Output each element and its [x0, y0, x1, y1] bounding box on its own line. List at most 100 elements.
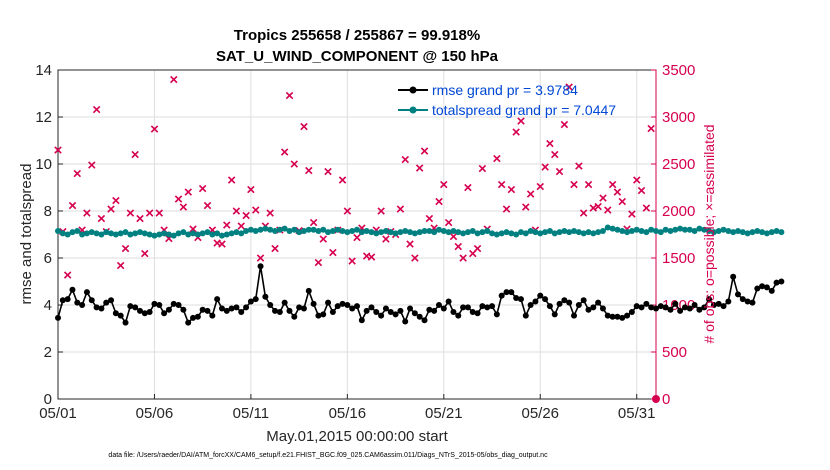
x-tick-label: 05/26 — [521, 405, 559, 422]
rmse-point — [315, 312, 322, 319]
obs-assimilated-marker: × — [237, 218, 246, 235]
totalspread-point — [691, 227, 698, 234]
obs-assimilated-marker: × — [63, 267, 72, 284]
obs-assimilated-marker: × — [425, 211, 434, 228]
y2-tick-label: 0 — [662, 391, 670, 408]
obs-assimilated-marker: × — [68, 197, 77, 214]
obs-assimilated-marker: × — [420, 143, 429, 160]
obs-assimilated-marker: × — [565, 79, 574, 96]
totalspread-point — [175, 230, 182, 237]
rmse-point — [431, 307, 438, 314]
rmse-point — [469, 309, 476, 316]
totalspread-point — [517, 229, 524, 236]
obs-assimilated-marker: × — [555, 164, 564, 181]
obs-assimilated-marker: × — [174, 191, 183, 208]
rmse-point — [209, 312, 216, 319]
rmse-point — [653, 305, 659, 312]
totalspread-point — [214, 230, 221, 237]
rmse-point — [498, 292, 505, 299]
obs-assimilated-marker: × — [637, 182, 646, 199]
totalspread-point — [339, 227, 346, 234]
totalspread-point — [759, 229, 766, 236]
obs-assimilated-marker: × — [454, 239, 463, 256]
totalspread-point — [204, 229, 211, 236]
rmse-point — [474, 310, 481, 317]
rmse-point — [228, 305, 235, 312]
rmse-point — [93, 304, 100, 311]
totalspread-point — [199, 230, 206, 237]
totalspread-point — [763, 230, 770, 237]
rmse-point — [55, 314, 61, 321]
totalspread-point — [778, 229, 785, 236]
obs-assimilated-marker: × — [140, 245, 149, 262]
rmse-point — [532, 298, 539, 305]
obs-assimilated-marker: × — [647, 120, 656, 137]
totalspread-point — [469, 227, 476, 234]
obs-assimilated-marker: × — [526, 186, 535, 203]
x-axis-label: May.01,2015 00:00:00 start — [266, 428, 448, 445]
rmse-point — [329, 309, 336, 316]
totalspread-point — [609, 225, 616, 232]
rmse-point — [334, 303, 341, 310]
rmse-point — [445, 298, 452, 305]
obs-assimilated-marker: × — [251, 202, 260, 219]
rmse-point — [378, 312, 385, 319]
obs-assimilated-marker: × — [497, 177, 506, 194]
rmse-point — [83, 289, 90, 296]
totalspread-point — [440, 227, 447, 234]
rmse-point — [272, 307, 279, 314]
rmse-point — [363, 307, 370, 314]
y-tick-label: 10 — [35, 156, 52, 173]
y2-tick-label: 2000 — [662, 203, 695, 220]
obs-assimilated-marker: × — [111, 193, 120, 210]
totalspread-point — [431, 229, 438, 236]
totalspread-point — [276, 226, 283, 233]
legend-spread-label: totalspread grand pr = 7.0447 — [432, 102, 616, 118]
totalspread-point — [701, 226, 708, 233]
rmse-point — [310, 300, 317, 307]
rmse-point — [79, 302, 86, 308]
rmse-point — [542, 296, 549, 303]
y2-tick-label: 1500 — [662, 250, 695, 267]
obs-assimilated-marker: × — [343, 203, 352, 220]
obs-assimilated-marker: × — [410, 250, 419, 267]
totalspread-point — [624, 229, 631, 236]
rmse-point — [706, 296, 713, 303]
legend-rmse-marker — [409, 86, 417, 94]
obs-assimilated-marker: × — [256, 250, 265, 267]
obs-assimilated-marker: × — [401, 151, 410, 168]
rmse-point — [460, 304, 467, 311]
totalspread-point — [354, 226, 360, 233]
rmse-point — [624, 312, 631, 319]
totalspread-point — [79, 231, 86, 238]
rmse-point — [638, 304, 645, 311]
obs-assimilated-marker: × — [150, 121, 159, 138]
totalspread-point — [532, 229, 539, 236]
rmse-point — [69, 286, 76, 293]
rmse-point — [662, 304, 669, 311]
obs-assimilated-marker: × — [227, 172, 236, 189]
rmse-point — [556, 300, 563, 307]
obs-assimilated-marker: × — [541, 159, 550, 176]
rmse-point — [681, 304, 688, 311]
rmse-point — [218, 305, 225, 312]
obs-assimilated-marker: × — [198, 180, 207, 197]
totalspread-point — [604, 224, 611, 231]
obs-assimilated-marker: × — [266, 205, 275, 222]
totalspread-point — [170, 232, 177, 239]
rmse-point — [710, 302, 717, 308]
rmse-point — [117, 312, 124, 319]
rmse-point — [223, 307, 230, 314]
rmse-point — [257, 263, 264, 270]
data-file-footnote: data file: /Users/raeder/DAI/ATM_forcXX/… — [108, 452, 548, 459]
totalspread-point — [325, 229, 332, 236]
rmse-point — [122, 319, 129, 326]
rmse-point — [382, 305, 389, 312]
legend: rmse grand pr = 3.9784 totalspread grand… — [398, 82, 616, 118]
obs-assimilated-marker: × — [517, 113, 526, 130]
rmse-point — [561, 297, 568, 304]
totalspread-point — [320, 226, 327, 233]
obs-assimilated-marker: × — [570, 177, 579, 194]
rmse-point — [267, 302, 274, 308]
rmse-point — [614, 313, 621, 320]
